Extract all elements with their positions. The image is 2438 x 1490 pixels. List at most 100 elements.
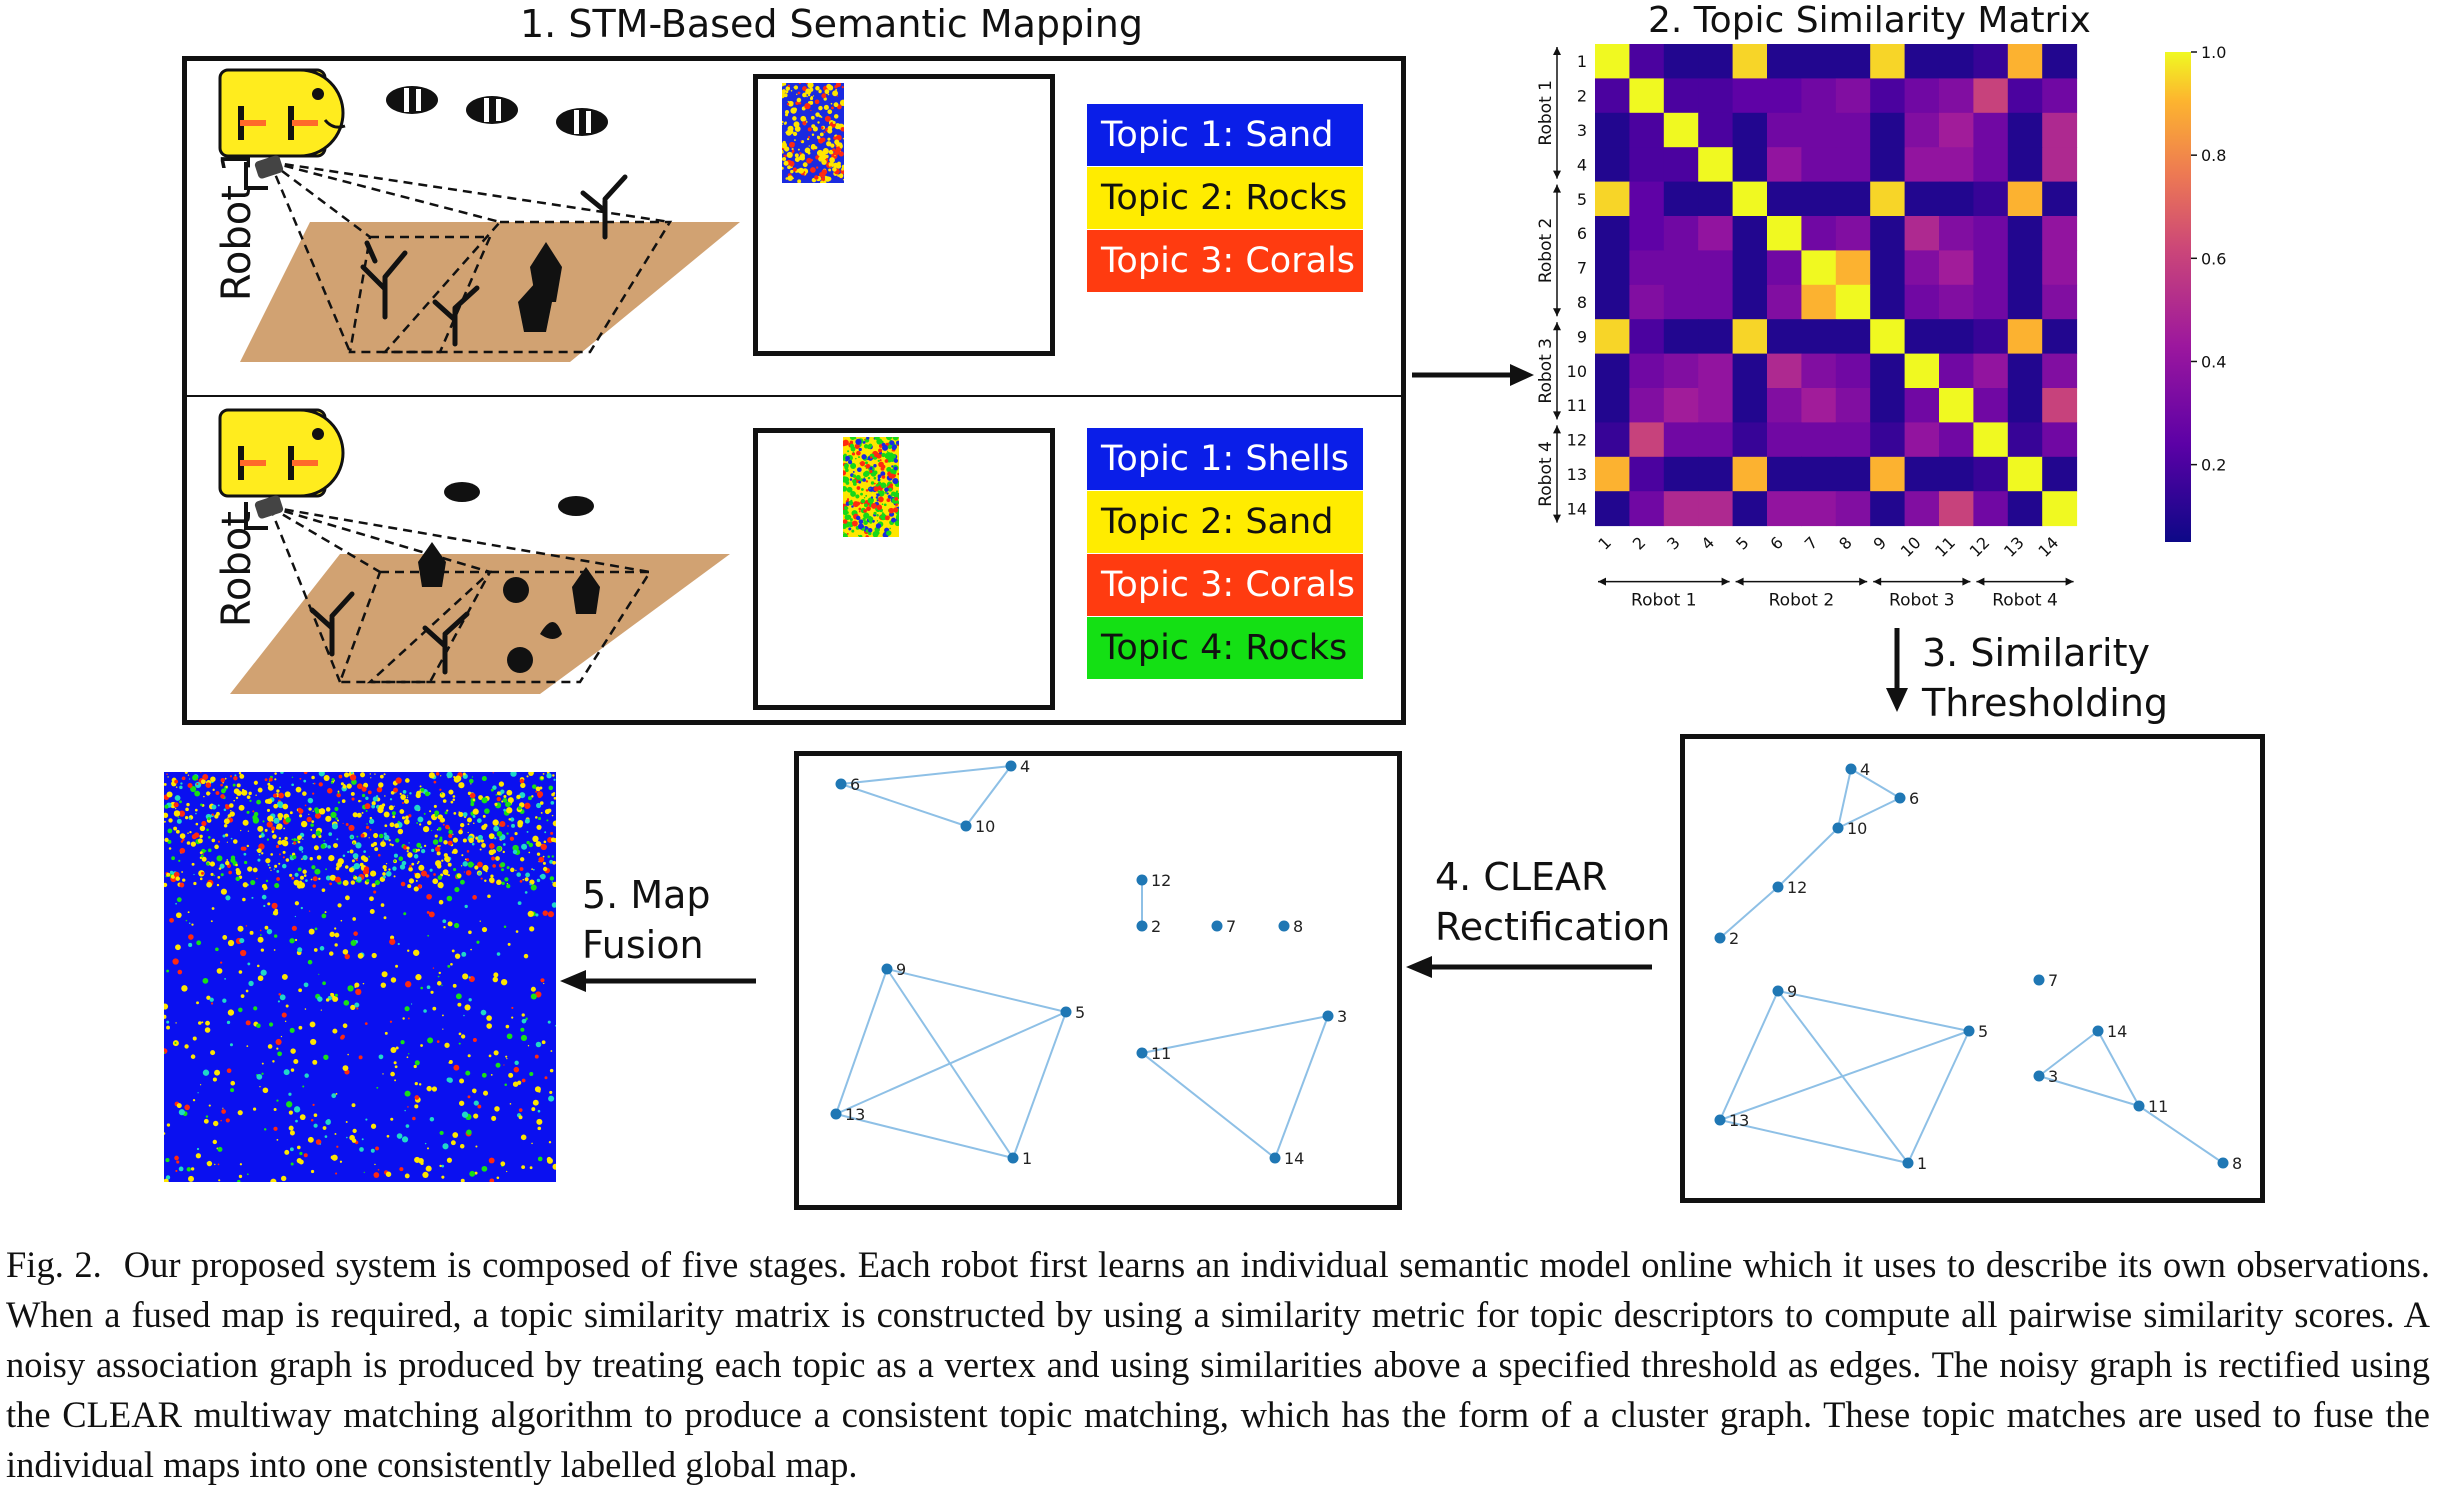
heatmap-cell: [1835, 284, 1871, 320]
heatmap-cell: [1801, 250, 1837, 286]
heatmap-cell: [2042, 147, 2078, 183]
heatmap-cell: [2042, 250, 2078, 286]
colorbar: [2165, 52, 2191, 542]
heatmap-cell: [1870, 353, 1906, 389]
heatmap-cell: [1698, 147, 1734, 183]
heatmap-cell: [1939, 422, 1974, 458]
heatmap-cell: [1904, 147, 1940, 183]
graph-edge: [1837, 797, 1901, 829]
graph-node: [1902, 1157, 1914, 1169]
robot2-scene-illustration: [218, 408, 730, 694]
heatmap-cell: [1835, 456, 1871, 492]
heatmap-cell: [1835, 388, 1871, 423]
heatmap-row-tick-label: 14: [1567, 499, 1587, 518]
graph-node-label: 1: [1917, 1154, 1927, 1173]
colorbar-tick-label: 0.4: [2201, 352, 2226, 371]
heatmap-cell: [1595, 44, 1630, 79]
arrow-to-threshold: [1886, 628, 1908, 712]
heatmap-cell: [1595, 284, 1630, 320]
heatmap-cell: [1663, 181, 1699, 217]
heatmap-cell: [1732, 147, 1768, 183]
robot1-scene-illustration: [218, 68, 740, 362]
heatmap-cell: [1939, 284, 1974, 320]
heatmap-cell: [1801, 284, 1837, 320]
heatmap-row-tick-label: 1: [1577, 52, 1587, 71]
heatmap-cell: [1870, 216, 1906, 251]
heatmap-cell: [1732, 422, 1768, 458]
graph-node-label: 11: [2148, 1097, 2168, 1116]
heatmap-cell: [1595, 216, 1630, 251]
stage2-title: 2. Topic Similarity Matrix: [1648, 0, 2091, 41]
heatmap-row-tick-label: 12: [1567, 431, 1587, 450]
heatmap-col-tick-label: 11: [1931, 533, 1959, 561]
heatmap-cell: [2042, 491, 2078, 527]
heatmap-cell: [1629, 250, 1665, 286]
graph-node: [1136, 1047, 1148, 1059]
heatmap-cell: [1595, 319, 1630, 355]
heatmap-cell: [2007, 319, 2043, 355]
heatmap-cell: [1973, 388, 2009, 423]
heatmap-cell: [1904, 284, 1940, 320]
heatmap-cell: [2042, 284, 2078, 320]
figure-caption: Fig. 2. Our proposed system is composed o…: [6, 1240, 2430, 1490]
heatmap-cell: [1870, 422, 1906, 458]
heatmap-cell: [1732, 491, 1768, 527]
heatmap-cell: [1629, 44, 1665, 79]
heatmap-col-tick-label: 10: [1897, 533, 1925, 561]
heatmap-row-tick-label: 3: [1577, 121, 1587, 140]
graph-node-label: 12: [1151, 871, 1171, 890]
robot2-topic-4: Topic 4: Rocks: [1087, 617, 1363, 679]
heatmap-cell: [1835, 78, 1871, 114]
heatmap-cell: [1629, 491, 1665, 527]
graph-node-label: 8: [2232, 1154, 2242, 1173]
heatmap-cell: [1870, 456, 1906, 492]
row-group-label: Robot 1: [1536, 80, 1556, 146]
heatmap-cell: [1698, 216, 1734, 251]
heatmap-cell: [1663, 216, 1699, 251]
heatmap-cell: [1835, 319, 1871, 355]
robot2-map-frame: [753, 428, 1055, 710]
heatmap-col-tick-label: 3: [1663, 533, 1684, 554]
heatmap-cell: [2007, 44, 2043, 79]
graph-edge: [1837, 768, 1852, 829]
heatmap-row-tick-label: 13: [1567, 465, 1587, 484]
heatmap-cell: [1835, 422, 1871, 458]
graph-node-label: 14: [1284, 1149, 1304, 1168]
heatmap-cell: [1767, 284, 1802, 320]
heatmap-cell: [1801, 456, 1837, 492]
heatmap-cell: [1595, 147, 1630, 183]
heatmap-cell: [1732, 284, 1768, 320]
heatmap-cell: [1835, 491, 1871, 527]
heatmap-cell: [1698, 319, 1734, 355]
heatmap-cell: [2007, 284, 2043, 320]
heatmap-cell: [1801, 147, 1837, 183]
graph-edge: [1777, 990, 1970, 1032]
heatmap-cell: [1767, 147, 1802, 183]
graph-node-label: 7: [2048, 971, 2058, 990]
graph-node-label: 6: [850, 775, 860, 794]
graph-edge: [965, 765, 1012, 827]
heatmap-cell: [1973, 250, 2009, 286]
heatmap-cell: [1870, 284, 1906, 320]
heatmap-cell: [1663, 44, 1699, 79]
stage5-line1: 5. Map: [582, 873, 711, 917]
heatmap-cell: [1732, 353, 1768, 389]
heatmap-cell: [1904, 456, 1940, 492]
heatmap-cell: [1973, 353, 2009, 389]
heatmap-cell: [1698, 422, 1734, 458]
arrow-to-matrix: [1412, 364, 1534, 386]
graph-edge: [2038, 1075, 2140, 1107]
colorbar-tick-label: 0.2: [2201, 456, 2226, 475]
heatmap-cell: [2042, 216, 2078, 251]
heatmap-row-tick-label: 10: [1567, 362, 1587, 381]
heatmap-cell: [1870, 78, 1906, 114]
heatmap-cell: [1663, 353, 1699, 389]
graph-node: [1060, 1006, 1072, 1018]
heatmap-cell: [1698, 112, 1734, 148]
heatmap-cell: [2007, 491, 2043, 527]
graph-node: [1963, 1025, 1975, 1037]
heatmap-cell: [1732, 78, 1768, 114]
heatmap-cell: [1767, 388, 1802, 423]
heatmap-cell: [1904, 112, 1940, 148]
heatmap-cell: [1801, 491, 1837, 527]
